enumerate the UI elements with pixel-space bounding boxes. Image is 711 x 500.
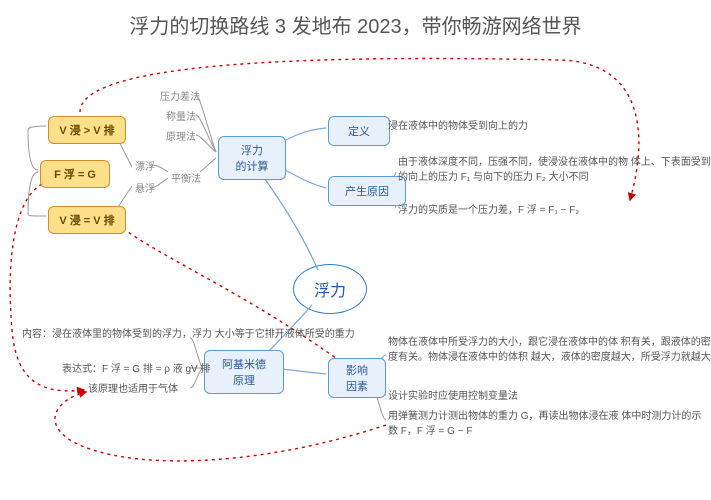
label-l5: 悬浮 xyxy=(135,180,155,195)
node-calc: 浮力 的计算 xyxy=(218,136,286,180)
label-l2: 称量法 xyxy=(166,108,196,123)
note-n_reason1: 由于液体深度不同，压强不同，使浸没在液体中的物 体上、下表面受到的向上的压力 F… xyxy=(398,156,711,185)
node-fg: F 浮 = G xyxy=(40,160,110,188)
note-n_fac3: 用弹簧测力计测出物体的重力 G，再读出物体浸在液 体中时测力计的示数 F，F 浮… xyxy=(388,410,711,439)
node-reason: 产生原因 xyxy=(328,176,406,206)
center-node: 浮力 xyxy=(293,264,367,314)
note-n_arch3: 该原理也适用于气体 xyxy=(88,383,178,398)
node-arch: 阿基米德 原理 xyxy=(204,350,284,394)
label-l4: 漂浮 xyxy=(135,158,155,173)
label-l3: 原理法 xyxy=(166,128,196,143)
node-factor: 影响 因素 xyxy=(328,358,386,398)
page-title: 浮力的切换路线 3 发地布 2023，带你畅游网络世界 xyxy=(0,10,711,39)
note-n_arch1: 内容：浸在液体里的物体受到的浮力，浮力 大小等于它排开液体所受的重力 xyxy=(22,328,355,343)
note-n_def: 浸在液体中的物体受到向上的力 xyxy=(388,120,528,135)
node-v2: V 浸 = V 排 xyxy=(48,206,126,234)
note-n_arch2: 表达式：F 浮 = G 排 = ρ 液 gV 排 xyxy=(62,363,211,378)
note-n_fac1: 物体在液体中所受浮力的大小，跟它浸在液体中的体 积有关，跟液体的密度有关。物体浸… xyxy=(388,336,711,365)
node-def: 定义 xyxy=(328,116,390,146)
label-l1: 压力差法 xyxy=(160,88,200,103)
label-l6: 平衡法 xyxy=(171,170,201,185)
note-n_reason2: 浮力的实质是一个压力差，F 浮 = F₁ − F₂ xyxy=(398,204,579,219)
note-n_fac2: 设计实验时应使用控制变量法 xyxy=(388,390,518,405)
node-v1: V 浸 > V 排 xyxy=(48,116,126,144)
